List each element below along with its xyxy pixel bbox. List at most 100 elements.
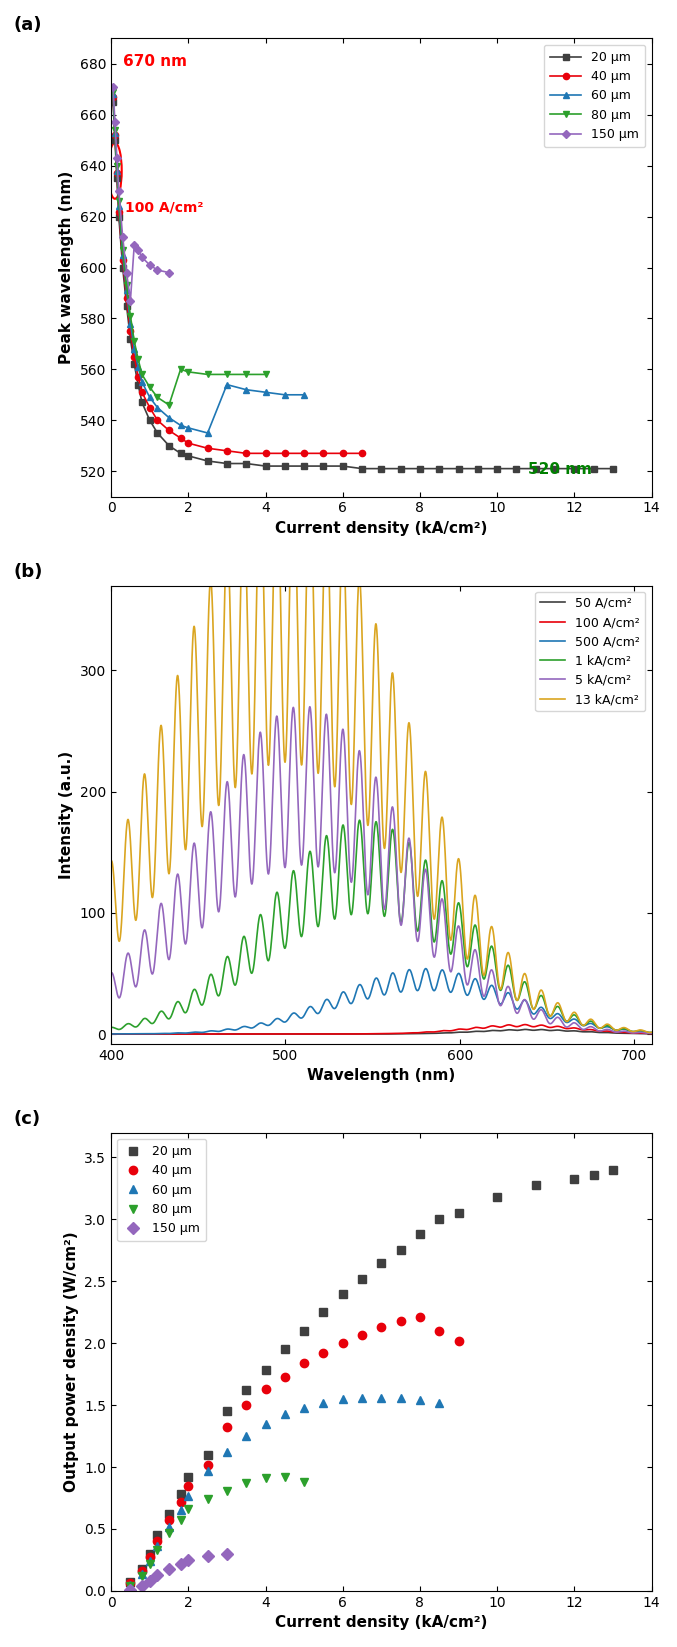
40 μm <box>358 1324 366 1344</box>
60 μm <box>127 1575 135 1594</box>
40 μm <box>223 1418 231 1438</box>
60 μm <box>134 357 142 377</box>
60 μm <box>177 1500 185 1520</box>
500 A/cm² <box>500 990 508 1010</box>
80 μm <box>134 349 142 369</box>
60 μm <box>204 1461 212 1481</box>
20 μm <box>570 1169 578 1189</box>
20 μm <box>127 329 135 349</box>
80 μm <box>165 1523 173 1543</box>
80 μm <box>177 1510 185 1530</box>
50 A/cm² <box>334 1024 342 1044</box>
20 μm <box>435 460 443 479</box>
13 kA/cm² <box>107 851 115 871</box>
60 μm <box>242 380 250 400</box>
40 μm <box>123 288 131 308</box>
150 μm <box>138 1576 146 1596</box>
80 μm <box>127 1576 135 1596</box>
80 μm <box>165 395 173 415</box>
60 μm <box>111 124 119 143</box>
60 μm <box>261 1413 269 1433</box>
100 A/cm² <box>631 1023 639 1043</box>
80 μm <box>184 362 192 382</box>
20 μm <box>570 460 578 479</box>
500 A/cm² <box>604 1018 612 1038</box>
Y-axis label: Output power density (W/cm²): Output power density (W/cm²) <box>64 1232 79 1492</box>
50 A/cm² <box>107 1024 115 1044</box>
20 μm <box>146 1543 154 1563</box>
60 μm <box>146 387 154 407</box>
20 μm <box>118 257 127 277</box>
150 μm <box>109 77 117 97</box>
150 μm <box>115 181 123 201</box>
150 μm <box>177 1553 185 1573</box>
20 μm <box>127 1573 135 1593</box>
80 μm <box>242 1474 250 1494</box>
13 kA/cm² <box>646 1023 654 1043</box>
Legend: 50 A/cm², 100 A/cm², 500 A/cm², 1 kA/cm², 5 kA/cm², 13 kA/cm²: 50 A/cm², 100 A/cm², 500 A/cm², 1 kA/cm²… <box>536 591 645 712</box>
60 μm <box>223 1443 231 1463</box>
500 A/cm² <box>422 959 430 978</box>
40 μm <box>154 1532 162 1551</box>
150 μm <box>204 1547 212 1566</box>
40 μm <box>184 1476 192 1495</box>
60 μm <box>109 84 117 104</box>
20 μm <box>165 436 173 456</box>
20 μm <box>242 1380 250 1400</box>
500 A/cm² <box>338 982 347 1001</box>
13 kA/cm² <box>338 529 347 548</box>
20 μm <box>320 456 328 476</box>
40 μm <box>358 443 366 463</box>
20 μm <box>165 1504 173 1523</box>
20 μm <box>338 1283 347 1303</box>
40 μm <box>454 1331 462 1351</box>
60 μm <box>184 418 192 438</box>
60 μm <box>416 1390 424 1410</box>
5 kA/cm² <box>647 1023 655 1043</box>
20 μm <box>531 1174 540 1194</box>
40 μm <box>300 443 308 463</box>
80 μm <box>111 120 119 140</box>
80 μm <box>113 156 121 176</box>
60 μm <box>146 1551 154 1571</box>
Line: 80 μm: 80 μm <box>110 89 269 408</box>
150 μm <box>223 1543 231 1563</box>
20 μm <box>154 423 162 443</box>
100 A/cm² <box>521 1015 529 1034</box>
5 kA/cm² <box>646 1023 654 1043</box>
40 μm <box>281 1367 289 1387</box>
150 μm <box>127 1579 135 1599</box>
20 μm <box>184 1467 192 1487</box>
40 μm <box>130 348 138 367</box>
40 μm <box>113 163 121 183</box>
80 μm <box>123 275 131 295</box>
Text: (c): (c) <box>14 1110 41 1128</box>
Legend: 20 μm, 40 μm, 60 μm, 80 μm, 150 μm: 20 μm, 40 μm, 60 μm, 80 μm, 150 μm <box>117 1140 206 1242</box>
20 μm <box>261 1360 269 1380</box>
40 μm <box>223 441 231 461</box>
20 μm <box>609 1159 617 1179</box>
60 μm <box>130 339 138 359</box>
40 μm <box>115 201 123 221</box>
50 A/cm² <box>364 1024 372 1044</box>
60 μm <box>165 408 173 428</box>
60 μm <box>127 313 135 333</box>
Y-axis label: Peak wavelength (nm): Peak wavelength (nm) <box>59 171 74 364</box>
20 μm <box>109 92 117 112</box>
100 A/cm² <box>364 1024 372 1044</box>
40 μm <box>300 1354 308 1374</box>
80 μm <box>300 1472 308 1492</box>
5 kA/cm² <box>631 1023 639 1043</box>
40 μm <box>111 125 119 145</box>
40 μm <box>154 410 162 430</box>
40 μm <box>138 1561 146 1581</box>
40 μm <box>320 1344 328 1364</box>
150 μm <box>146 1571 154 1591</box>
Line: 40 μm: 40 μm <box>110 94 365 456</box>
5 kA/cm² <box>604 1019 612 1039</box>
100 A/cm² <box>604 1021 612 1041</box>
60 μm <box>397 1388 405 1408</box>
20 μm <box>281 1339 289 1359</box>
80 μm <box>261 364 269 384</box>
1 kA/cm² <box>631 1021 639 1041</box>
